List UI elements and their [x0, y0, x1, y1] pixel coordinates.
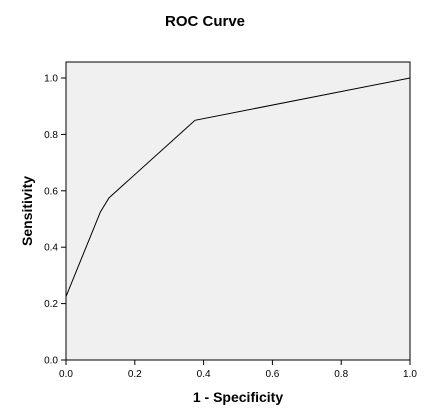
chart-title: ROC Curve — [165, 13, 245, 30]
x-axis-label: 1 - Specificity — [193, 389, 283, 405]
x-tick-label: 0.6 — [265, 369, 279, 380]
y-tick-label: 0.0 — [44, 356, 58, 367]
plot-area — [65, 61, 411, 361]
x-tick-label: 1.0 — [403, 369, 417, 380]
y-tick-label: 1.0 — [44, 74, 58, 85]
y-axis-label: Sensitivity — [19, 176, 35, 246]
y-tick-label: 0.2 — [44, 299, 58, 310]
y-axis-ticks: 0.0 0.2 0.4 0.6 0.8 1.0 — [44, 74, 66, 367]
x-axis-ticks: 0.0 0.2 0.4 0.6 0.8 1.0 — [59, 360, 417, 380]
y-tick-label: 0.8 — [44, 130, 58, 141]
x-tick-label: 0.0 — [59, 369, 73, 380]
roc-curve-line — [65, 77, 411, 360]
y-tick-label: 0.4 — [44, 243, 58, 254]
y-tick-label: 0.6 — [44, 186, 58, 197]
x-tick-label: 0.2 — [128, 369, 142, 380]
x-tick-label: 0.4 — [197, 369, 211, 380]
x-tick-label: 0.8 — [334, 369, 348, 380]
